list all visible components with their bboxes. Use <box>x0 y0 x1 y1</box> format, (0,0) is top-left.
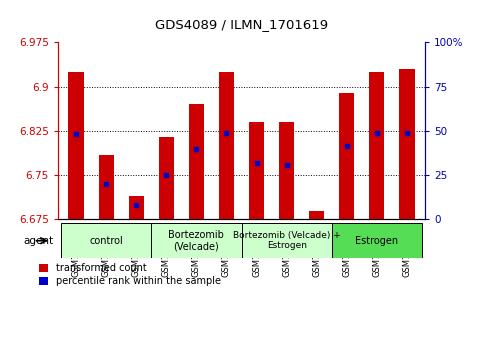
Bar <box>61 223 151 258</box>
Text: control: control <box>89 236 123 246</box>
Text: Estrogen: Estrogen <box>355 236 398 246</box>
Legend: transformed count, percentile rank within the sample: transformed count, percentile rank withi… <box>39 263 221 286</box>
Bar <box>69 72 84 219</box>
Text: GDS4089 / ILMN_1701619: GDS4089 / ILMN_1701619 <box>155 18 328 31</box>
Bar <box>99 155 114 219</box>
Bar <box>159 137 174 219</box>
Text: Bortezomib (Velcade) +
Estrogen: Bortezomib (Velcade) + Estrogen <box>233 231 341 250</box>
Bar <box>279 122 294 219</box>
Text: agent: agent <box>23 236 53 246</box>
Bar <box>339 93 355 219</box>
Bar <box>369 72 384 219</box>
Bar <box>151 223 242 258</box>
Bar <box>242 223 332 258</box>
Bar <box>249 122 264 219</box>
Text: Bortezomib
(Velcade): Bortezomib (Velcade) <box>169 230 224 252</box>
Bar <box>399 69 414 219</box>
Bar <box>219 72 234 219</box>
Bar <box>332 223 422 258</box>
Bar <box>189 104 204 219</box>
Bar <box>128 196 144 219</box>
Bar <box>309 211 324 219</box>
